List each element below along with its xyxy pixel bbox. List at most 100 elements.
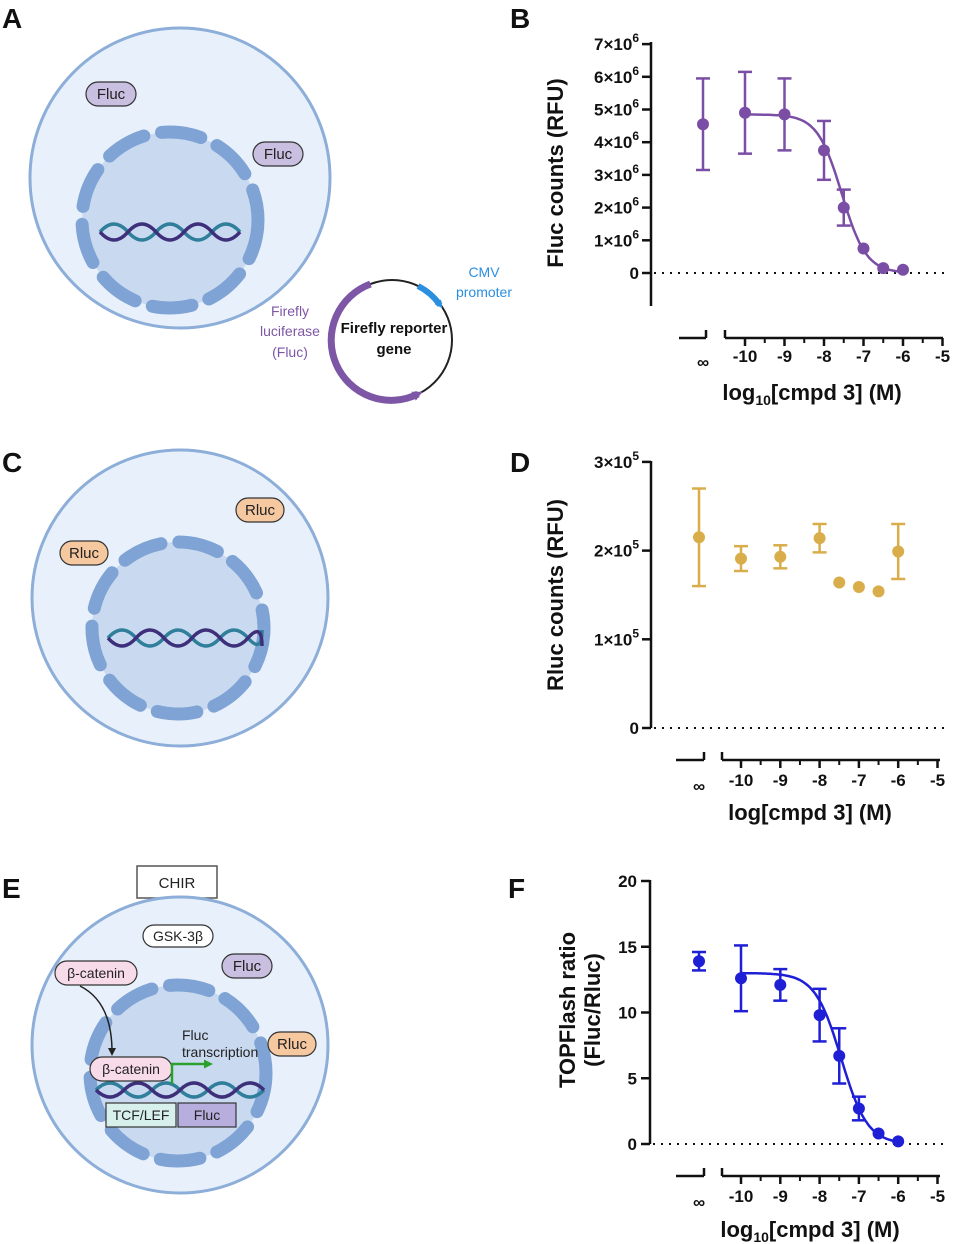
panel-letter-e: E — [2, 873, 21, 904]
cmv-label-1: CMV — [468, 264, 500, 280]
x-tick-infinity: ∞ — [693, 777, 705, 796]
x-ticks: -10 -9 -8 -7 -6 -5 — [733, 338, 950, 366]
x-tick-label: -8 — [812, 771, 827, 790]
fluc-tag: Fluc — [221, 953, 273, 979]
data-point — [735, 972, 747, 985]
plasmid: Firefly reporter gene CMV promoter Firef… — [260, 264, 512, 404]
data-point — [892, 1135, 905, 1148]
y-tick-label: 4×106 — [594, 129, 639, 152]
dna-helix — [98, 222, 242, 242]
cmv-promoter-segment — [416, 283, 443, 309]
y-axis: 0 1×106 2×106 3×106 4×106 5×106 6×106 7×106 — [594, 31, 653, 306]
x-tick-label: -5 — [930, 1187, 945, 1206]
plot-marks — [696, 70, 909, 276]
rluc-tag: Rluc — [267, 1031, 317, 1057]
y-tick-label: 15 — [618, 938, 637, 957]
data-point — [837, 201, 850, 214]
fluc-tag: Fluc — [85, 81, 137, 107]
x-tick-label: -8 — [816, 347, 831, 366]
x-axis-title: log[cmpd 3] (M) — [728, 800, 892, 825]
nuclear-envelope — [85, 535, 271, 721]
plasmid-label-2: gene — [376, 341, 411, 358]
data-point — [833, 1049, 846, 1062]
y-tick-label: 6×106 — [594, 64, 639, 87]
panel-a: A Fluc Fluc Firefly reporter gene — [2, 3, 512, 404]
x-tick-label: -7 — [851, 1187, 866, 1206]
y-axis-title-line-1: TOPFlash ratio — [555, 932, 580, 1088]
y-tick-label: 7×106 — [594, 31, 639, 54]
rluc-tag: Rluc — [59, 540, 109, 566]
x-tick-label: -10 — [729, 771, 754, 790]
beta-catenin-nuclear-label: β-catenin — [102, 1061, 160, 1077]
y-ticks: 0 5 10 15 20 — [618, 872, 650, 1154]
data-point — [735, 552, 747, 565]
y-tick-label: 2×106 — [594, 195, 639, 218]
nucleus — [92, 542, 264, 714]
data-point — [818, 144, 830, 157]
y-tick-label: 0 — [630, 719, 639, 738]
panel-letter-c: C — [2, 447, 22, 478]
nuclear-envelope — [75, 125, 265, 315]
x-tick-label: -10 — [733, 347, 758, 366]
x-ticks: -10 -9 -8 -7 -6 -5 — [729, 1176, 945, 1206]
tcf-lef-box: TCF/LEF — [105, 1102, 177, 1128]
plasmid-label-1: Firefly reporter — [341, 320, 448, 337]
cell-a: Fluc Fluc — [28, 26, 332, 330]
data-point — [857, 242, 870, 255]
data-point — [697, 118, 709, 131]
y-tick-label: 0 — [630, 264, 639, 283]
x-tick-label: -6 — [891, 1187, 906, 1206]
panel-f: F TOPFlash ratio (Fluc/Rluc) 0 5 10 15 20 -1… — [508, 872, 945, 1244]
fluc-gene-label: Fluc — [194, 1107, 220, 1123]
data-point — [739, 106, 751, 119]
plot-marks — [692, 944, 905, 1148]
panel-d: D Rluc counts (RFU) 0 1×105 2×105 3×105 -10… — [510, 447, 945, 825]
x-tick-infinity: ∞ — [697, 353, 709, 372]
rluc-tag: Rluc — [235, 497, 285, 523]
y-tick-label: 3×105 — [594, 449, 639, 472]
tcf-lef-label: TCF/LEF — [113, 1107, 170, 1123]
y-tick-label: 10 — [618, 1004, 637, 1023]
transcription-label-1: Fluc — [182, 1027, 208, 1043]
y-axis-title: Fluc counts (RFU) — [543, 78, 568, 267]
x-tick-label: -6 — [891, 771, 906, 790]
fluc-tag-label: Fluc — [233, 958, 262, 975]
fluc-label-1: Firefly — [271, 303, 309, 319]
y-ticks: 0 1×106 2×106 3×106 4×106 5×106 6×106 7×106 — [594, 31, 651, 283]
y-tick-label: 0 — [628, 1135, 637, 1154]
data-point — [693, 955, 705, 968]
data-point — [872, 585, 885, 598]
x-tick-label: -5 — [930, 771, 945, 790]
nucleus — [82, 132, 258, 308]
panel-letter-f: F — [508, 873, 525, 904]
panel-e: E CHIR GSK-3β Fluc — [2, 865, 330, 1195]
rluc-tag-label: Rluc — [277, 1036, 308, 1053]
x-tick-label: -7 — [851, 771, 866, 790]
data-point — [877, 262, 890, 275]
data-point — [892, 545, 905, 558]
data-point — [897, 263, 909, 276]
y-axis-title: Rluc counts (RFU) — [543, 499, 568, 691]
dna-helix — [106, 628, 264, 648]
fluc-tag-label: Fluc — [97, 86, 126, 103]
x-tick-label: -9 — [773, 1187, 788, 1206]
gsk3b-label: GSK-3β — [153, 928, 203, 944]
nuclear-envelope — [83, 978, 273, 1168]
y-ticks: 0 1×105 2×105 3×105 — [594, 449, 651, 738]
x-tick-label: -6 — [895, 347, 910, 366]
y-tick-label: 20 — [618, 872, 637, 891]
panel-letter-b: B — [510, 3, 530, 34]
data-point — [693, 531, 705, 544]
panel-letter-d: D — [510, 447, 530, 478]
data-point — [813, 1009, 826, 1022]
fluc-tag-label: Fluc — [264, 146, 293, 163]
x-axis: -10 -9 -8 -7 -6 -5 ∞ — [676, 1168, 945, 1212]
fluc-gene-box: Fluc — [177, 1102, 237, 1128]
panel-letter-a: A — [2, 3, 22, 34]
x-tick-label: -10 — [729, 1187, 754, 1206]
panel-c: C Rluc Rluc — [2, 447, 330, 748]
data-point — [833, 576, 846, 589]
data-point — [872, 1127, 885, 1140]
data-point — [813, 532, 826, 545]
